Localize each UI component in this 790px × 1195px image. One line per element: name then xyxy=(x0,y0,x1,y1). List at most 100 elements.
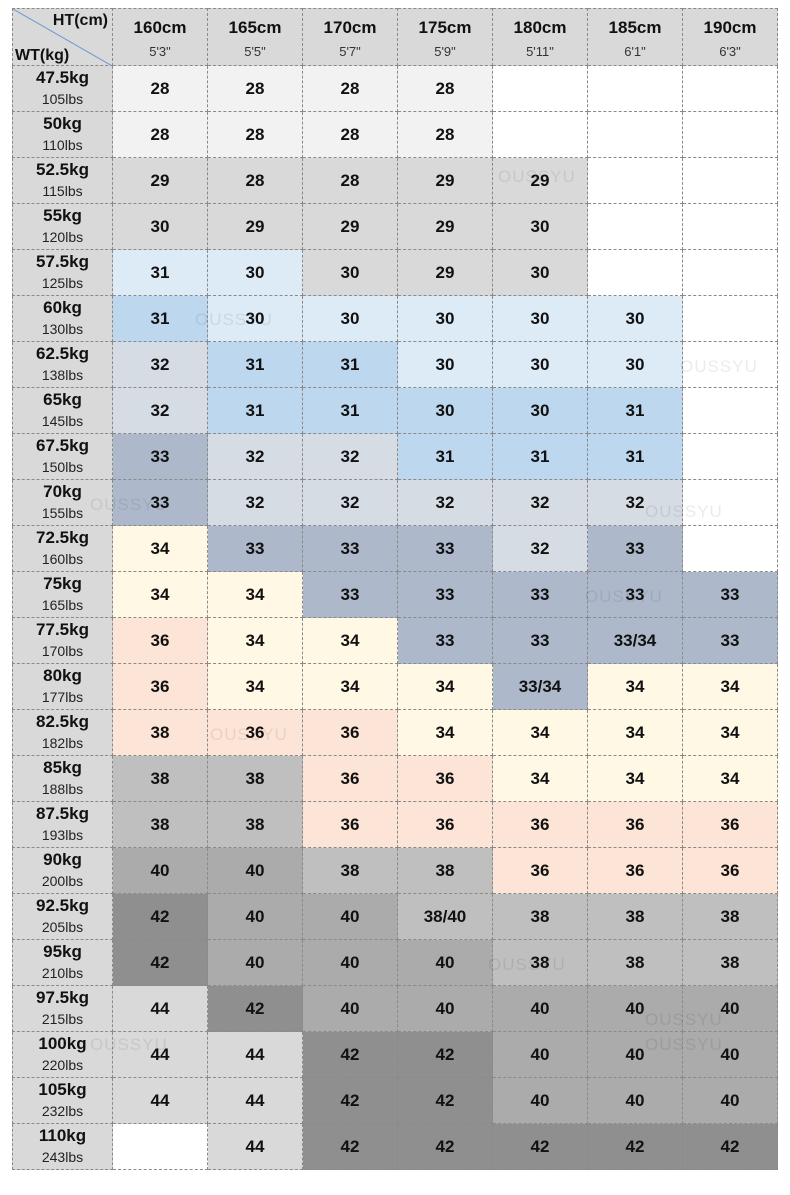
size-cell: 28 xyxy=(303,66,398,112)
size-cell xyxy=(683,296,778,342)
size-cell xyxy=(493,112,588,158)
size-cell: 29 xyxy=(208,204,303,250)
size-cell: 40 xyxy=(113,848,208,894)
size-cell: 30 xyxy=(208,296,303,342)
weight-lbs: 110lbs xyxy=(42,137,83,153)
size-cell: 36 xyxy=(303,710,398,756)
size-cell: 38 xyxy=(113,756,208,802)
weight-lbs: 130lbs xyxy=(41,321,84,337)
height-ft: 5'11" xyxy=(526,44,554,59)
size-cell: 33 xyxy=(398,526,493,572)
weight-kg: 80kg xyxy=(43,666,82,685)
size-cell: 31 xyxy=(113,250,208,296)
size-cell: 34 xyxy=(588,710,683,756)
size-cell: 40 xyxy=(303,940,398,986)
weight-kg: 97.5kg xyxy=(36,988,89,1007)
size-cell: 34 xyxy=(113,526,208,572)
size-cell: 33 xyxy=(398,618,493,664)
size-cell: 40 xyxy=(398,986,493,1032)
height-header: 170cm 5'7" xyxy=(303,8,398,66)
weight-header: 100kg 220lbs xyxy=(12,1032,113,1078)
size-cell: 33/34 xyxy=(493,664,588,710)
size-cell: 33 xyxy=(588,572,683,618)
size-cell: 42 xyxy=(113,894,208,940)
size-cell: 34 xyxy=(683,664,778,710)
size-cell: 30 xyxy=(588,296,683,342)
size-cell: 32 xyxy=(113,388,208,434)
weight-lbs: 125lbs xyxy=(41,275,84,291)
size-cell: 42 xyxy=(683,1124,778,1170)
size-cell xyxy=(683,158,778,204)
height-header: 190cm 6'3" xyxy=(683,8,778,66)
height-ft: 5'7" xyxy=(339,44,361,59)
size-cell: 40 xyxy=(493,1032,588,1078)
size-cell: 42 xyxy=(303,1124,398,1170)
weight-header: 82.5kg 182lbs xyxy=(12,710,113,756)
weight-header: 95kg 210lbs xyxy=(12,940,113,986)
size-cell: 32 xyxy=(493,526,588,572)
height-ft: 5'3" xyxy=(149,44,171,59)
weight-lbs: 170lbs xyxy=(41,643,84,659)
weight-header: 75kg 165lbs xyxy=(12,572,113,618)
size-cell xyxy=(683,250,778,296)
size-cell: 34 xyxy=(398,710,493,756)
size-cell: 38 xyxy=(398,848,493,894)
size-cell: 40 xyxy=(588,1078,683,1124)
size-cell xyxy=(683,204,778,250)
weight-lbs: 215lbs xyxy=(41,1011,84,1027)
height-cm: 165cm xyxy=(228,18,282,37)
size-cell: 36 xyxy=(588,802,683,848)
size-cell: 44 xyxy=(208,1032,303,1078)
weight-kg: 52.5kg xyxy=(36,160,89,179)
weight-header: 65kg 145lbs xyxy=(12,388,113,434)
height-cm: 185cm xyxy=(608,18,662,37)
weight-header: 105kg 232lbs xyxy=(12,1078,113,1124)
size-cell: 33 xyxy=(683,572,778,618)
size-cell: 33 xyxy=(208,526,303,572)
size-cell: 33 xyxy=(493,572,588,618)
size-cell: 40 xyxy=(588,1032,683,1078)
size-cell: 40 xyxy=(493,986,588,1032)
size-cell: 31 xyxy=(113,296,208,342)
size-cell: 44 xyxy=(208,1124,303,1170)
size-cell: 30 xyxy=(208,250,303,296)
size-cell: 30 xyxy=(493,204,588,250)
height-ft: 6'3" xyxy=(719,44,741,59)
size-cell: 36 xyxy=(493,802,588,848)
size-cell: 30 xyxy=(493,296,588,342)
weight-header: 80kg 177lbs xyxy=(12,664,113,710)
size-cell: 34 xyxy=(683,710,778,756)
weight-kg: 75kg xyxy=(43,574,82,593)
size-cell: 42 xyxy=(493,1124,588,1170)
size-cell: 36 xyxy=(303,802,398,848)
weight-lbs: 177lbs xyxy=(41,689,84,705)
size-cell xyxy=(683,342,778,388)
weight-kg: 85kg xyxy=(43,758,82,777)
size-cell: 32 xyxy=(493,480,588,526)
weight-kg: 110kg xyxy=(38,1126,87,1145)
size-cell: 34 xyxy=(588,756,683,802)
size-cell: 28 xyxy=(303,112,398,158)
size-cell: 31 xyxy=(493,434,588,480)
size-cell: 30 xyxy=(398,388,493,434)
size-cell xyxy=(588,66,683,112)
weight-kg: 67.5kg xyxy=(36,436,89,455)
size-cell: 38 xyxy=(208,756,303,802)
size-cell: 40 xyxy=(208,894,303,940)
size-cell: 40 xyxy=(683,1032,778,1078)
size-cell: 32 xyxy=(208,434,303,480)
height-ft: 5'9" xyxy=(434,44,456,59)
weight-header: 60kg 130lbs xyxy=(12,296,113,342)
weight-lbs: 105lbs xyxy=(41,91,84,107)
size-cell: 34 xyxy=(303,664,398,710)
size-cell: 33 xyxy=(683,618,778,664)
size-cell: 34 xyxy=(208,572,303,618)
size-cell xyxy=(683,66,778,112)
size-cell: 40 xyxy=(208,848,303,894)
weight-lbs: 205lbs xyxy=(41,919,84,935)
size-cell: 31 xyxy=(588,434,683,480)
size-cell: 38/40 xyxy=(398,894,493,940)
size-cell: 31 xyxy=(208,342,303,388)
weight-lbs: 232lbs xyxy=(41,1103,84,1119)
